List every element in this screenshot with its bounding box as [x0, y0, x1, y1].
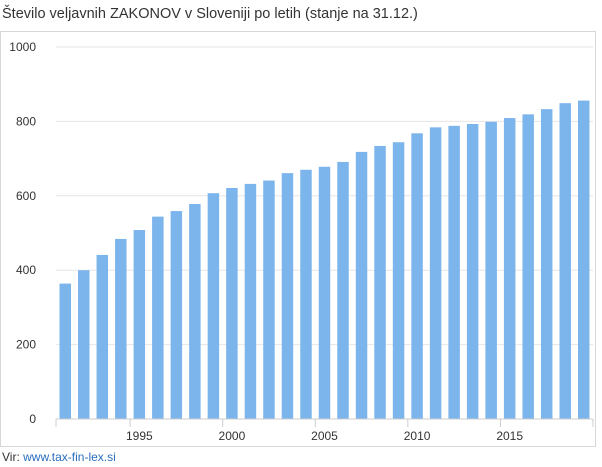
bar [448, 125, 460, 419]
y-tick-label: 0 [29, 412, 36, 426]
y-tick-label: 1000 [9, 40, 36, 54]
bar [503, 118, 516, 419]
bar [152, 216, 164, 419]
bar [281, 173, 294, 419]
bar [318, 166, 331, 419]
source-prefix: Vir: [2, 450, 24, 464]
y-tick-label: 800 [16, 114, 36, 128]
source-note: Vir: www.tax-fin-lex.si [2, 450, 116, 464]
bar [226, 187, 238, 419]
y-tick-label: 400 [16, 263, 36, 277]
bar [133, 230, 146, 419]
bar [485, 121, 497, 419]
bar [540, 109, 553, 420]
bar [96, 254, 109, 419]
bar [429, 127, 442, 420]
bars [59, 100, 590, 420]
bar [392, 142, 405, 419]
y-tick-label: 600 [16, 189, 36, 203]
bar-chart: 0 200 400 600 800 1000 1995 2000 2005 2010 2015 [9, 40, 594, 443]
bar [466, 124, 479, 419]
bar [411, 133, 423, 419]
x-tick-label: 2010 [404, 429, 431, 443]
bar [170, 211, 183, 419]
bar [300, 169, 312, 419]
bar [189, 203, 201, 419]
bar [263, 180, 275, 419]
axes: 0 200 400 600 800 1000 1995 2000 2005 2010 2015 [9, 40, 594, 443]
chart-frame: 0 200 400 600 800 1000 1995 2000 2005 2010 2015 [0, 31, 596, 447]
y-tick-label: 200 [16, 338, 36, 352]
bar [59, 283, 71, 419]
x-tick-label: 2005 [311, 429, 338, 443]
bar [522, 114, 534, 419]
x-tick-label: 2000 [219, 429, 246, 443]
x-tick-label: 1995 [126, 429, 153, 443]
bar [578, 100, 590, 420]
bar [337, 161, 349, 419]
chart-title: Število veljavnih ZAKONOV v Sloveniji po… [2, 6, 418, 22]
bar [559, 103, 571, 419]
bar [244, 183, 257, 419]
bar [78, 270, 90, 419]
source-link[interactable]: www.tax-fin-lex.si [23, 450, 116, 464]
bar [115, 238, 127, 419]
bar [207, 193, 220, 419]
bar [374, 145, 386, 419]
bar [355, 151, 368, 419]
x-tick-label: 2015 [496, 429, 523, 443]
